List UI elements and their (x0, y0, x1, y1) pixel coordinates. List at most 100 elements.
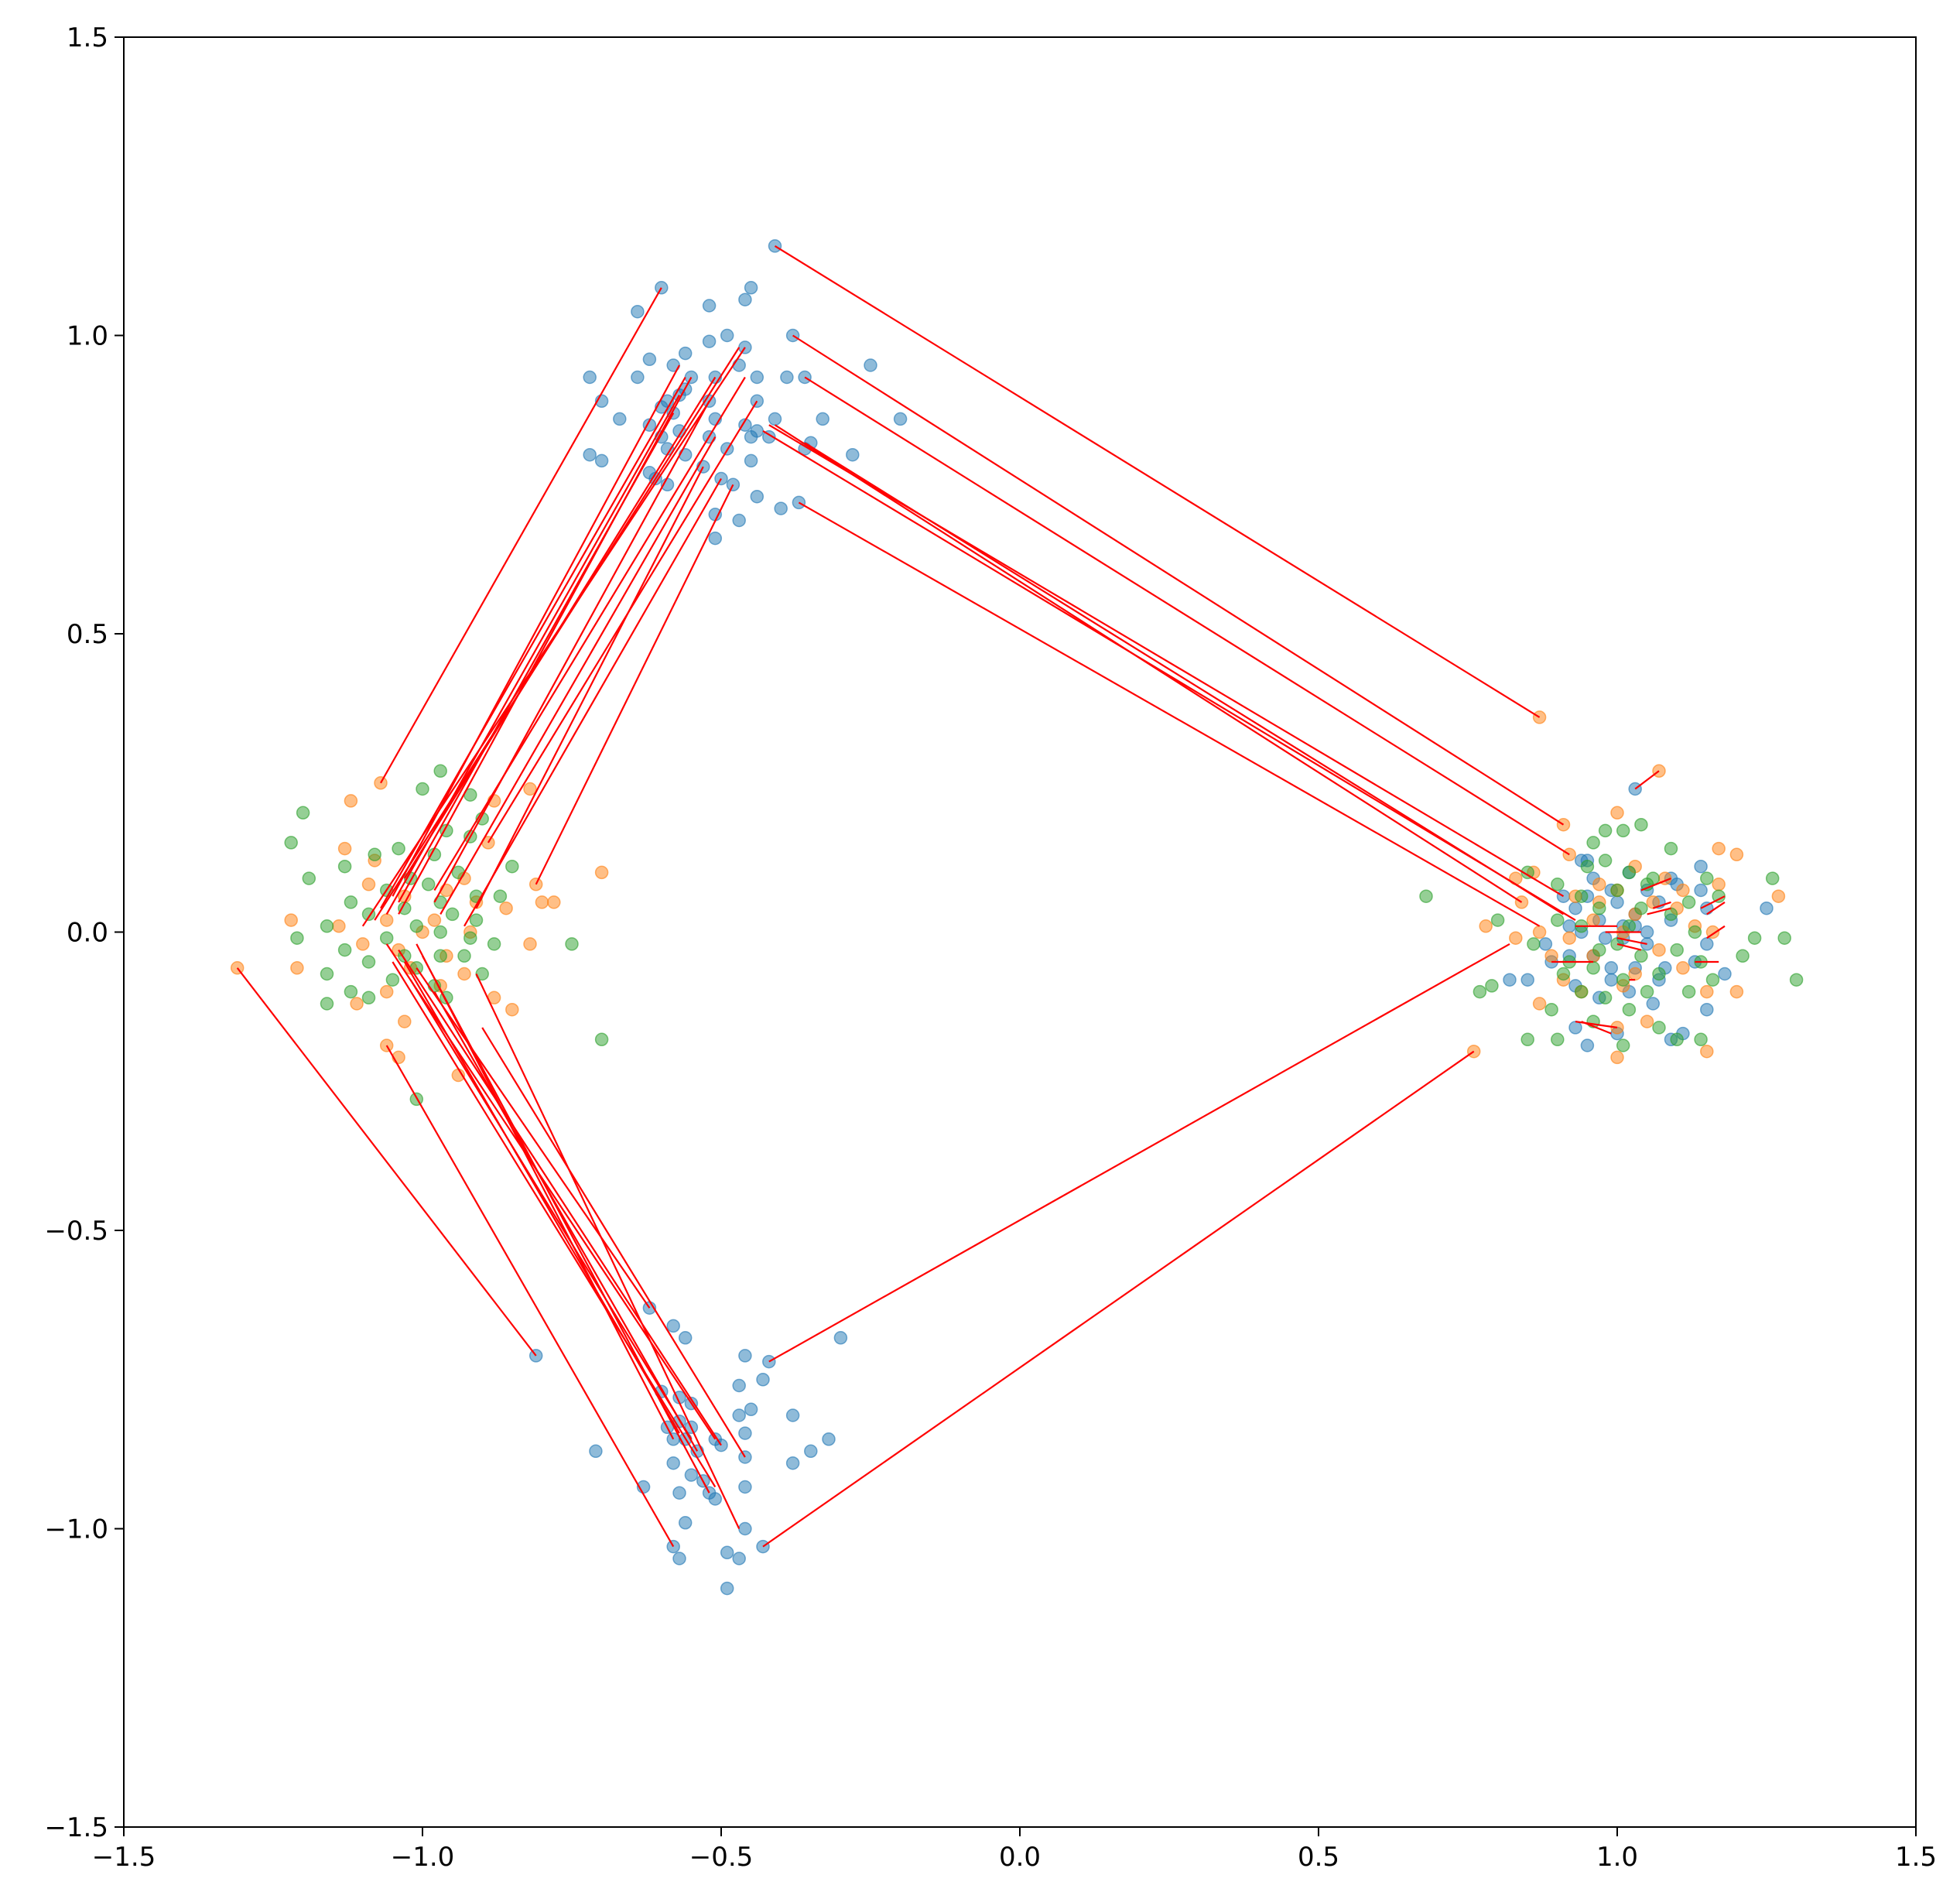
match-line (380, 287, 662, 784)
data-point (1634, 901, 1648, 915)
data-point (1419, 889, 1433, 903)
match-line (392, 961, 717, 1488)
match-line (1616, 937, 1647, 945)
data-point (1694, 859, 1708, 874)
data-point (1610, 1050, 1624, 1065)
data-point (356, 937, 370, 951)
match-line (1706, 901, 1726, 915)
data-point (1622, 865, 1637, 880)
match-line (416, 943, 675, 1440)
data-point (1568, 901, 1582, 915)
data-point (535, 895, 549, 909)
data-point (1729, 984, 1744, 999)
data-point (1747, 931, 1762, 945)
x-tick-label: −0.5 (689, 1842, 754, 1873)
match-line (762, 1050, 1475, 1548)
data-point (1551, 913, 1565, 927)
data-point (804, 1444, 818, 1459)
match-line (422, 955, 710, 1494)
data-point (666, 1319, 680, 1333)
data-point (1574, 889, 1589, 903)
data-point (1634, 949, 1648, 963)
data-point (290, 961, 304, 975)
match-line (1652, 901, 1671, 909)
data-point (702, 299, 717, 313)
y-tick-label: 0.5 (67, 619, 108, 650)
data-point (1622, 1002, 1637, 1017)
match-line (385, 395, 680, 915)
data-point (708, 1492, 723, 1506)
data-point (732, 1552, 746, 1565)
data-point (320, 997, 334, 1011)
match-line (804, 442, 1565, 915)
data-point (445, 907, 460, 922)
points-layer (230, 239, 1804, 1596)
data-point (1700, 871, 1714, 885)
match-line (1616, 943, 1642, 951)
match-line (416, 967, 651, 1309)
data-point (385, 973, 400, 987)
data-point (738, 1426, 752, 1440)
data-point (678, 1516, 693, 1530)
data-point (1592, 943, 1606, 957)
data-point (1622, 919, 1637, 933)
data-point (427, 913, 442, 927)
data-point (756, 1373, 770, 1387)
data-point (433, 925, 447, 939)
data-point (1598, 823, 1613, 838)
data-point (505, 859, 519, 874)
data-point (1568, 1021, 1582, 1035)
data-point (822, 1432, 836, 1446)
data-point (1700, 1002, 1714, 1017)
match-line (398, 412, 675, 903)
data-point (1527, 937, 1541, 951)
data-point (1681, 895, 1696, 909)
data-point (1718, 967, 1732, 981)
y-tick-label: −1.0 (44, 1514, 108, 1545)
data-point (1700, 1044, 1714, 1059)
match-line (1634, 770, 1660, 790)
data-point (1789, 973, 1804, 987)
match-line (380, 376, 686, 909)
data-point (469, 913, 484, 927)
data-point (1616, 1038, 1630, 1052)
data-point (1652, 967, 1666, 981)
data-point (523, 937, 537, 951)
data-point (672, 1486, 686, 1500)
data-point (337, 859, 352, 874)
data-point (1532, 997, 1547, 1011)
data-point (320, 919, 334, 933)
data-point (463, 931, 477, 945)
data-point (708, 531, 723, 546)
data-point (1765, 871, 1780, 885)
data-point (547, 895, 561, 909)
data-point (774, 501, 788, 515)
data-point (702, 334, 717, 348)
data-point (1598, 931, 1613, 945)
x-tick-label: 1.0 (1596, 1842, 1638, 1873)
data-point (1729, 847, 1744, 862)
data-point (750, 489, 765, 504)
data-point (594, 453, 609, 468)
data-point (738, 1480, 752, 1494)
x-tick-label: 0.5 (1298, 1842, 1339, 1873)
data-point (1580, 859, 1595, 874)
data-point (392, 841, 405, 856)
match-line (1706, 925, 1726, 939)
data-point (780, 370, 794, 385)
match-line (409, 979, 693, 1440)
data-point (1664, 907, 1678, 922)
data-point (1551, 878, 1565, 891)
x-tick-label: −1.5 (92, 1842, 156, 1873)
data-point (1592, 878, 1606, 891)
data-point (416, 782, 429, 796)
data-point (864, 358, 877, 372)
data-point (284, 913, 298, 927)
data-point (738, 418, 752, 432)
data-point (344, 794, 358, 808)
y-tick-label: −0.5 (44, 1216, 108, 1247)
data-point (613, 412, 627, 426)
data-point (1712, 841, 1726, 856)
data-point (744, 1402, 758, 1417)
data-point (290, 931, 304, 945)
